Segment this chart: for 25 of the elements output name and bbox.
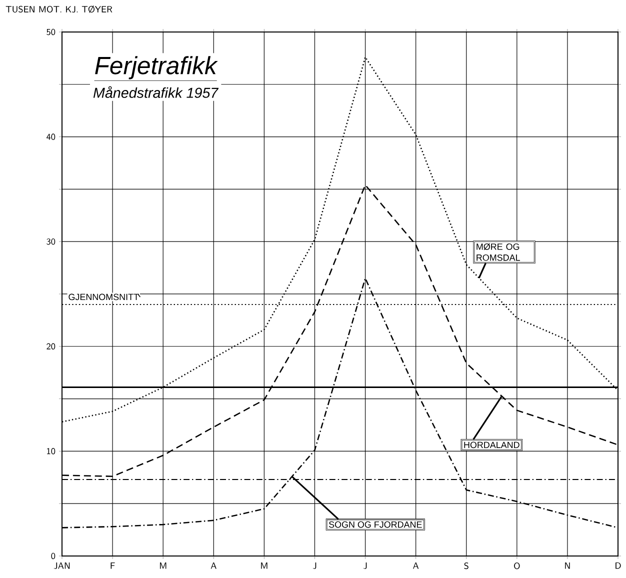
series-label: MØRE OG ROMSDAL <box>476 243 520 261</box>
y-tick-label: 20 <box>46 343 56 350</box>
y-tick-label: 50 <box>46 28 56 36</box>
x-tick-label: J <box>312 562 316 569</box>
x-tick-label: M <box>261 562 268 569</box>
x-tick-label: JAN <box>54 562 70 569</box>
y-axis-title: TUSEN MOT. KJ. TØYER <box>6 6 112 13</box>
text: HORDALAND <box>464 442 520 448</box>
y-tick-label: 30 <box>46 238 56 245</box>
ref-line-label: GJENNOMSNITT <box>68 294 139 300</box>
x-tick-label: A <box>413 562 419 569</box>
text: Månedstrafikk 1957 <box>93 86 219 98</box>
text: SOGN OG FJORDANE <box>328 521 422 528</box>
x-tick-label: J <box>363 562 367 569</box>
y-tick-label: 0 <box>51 552 56 560</box>
x-tick-label: N <box>565 562 570 569</box>
y-tick-label: 40 <box>46 134 56 140</box>
x-tick-label: M <box>160 562 166 569</box>
x-tick-label: A <box>210 562 216 569</box>
x-tick-label: F <box>110 562 115 569</box>
x-tick-label: S <box>464 562 468 570</box>
y-tick-label: 10 <box>47 448 56 454</box>
x-tick-label: O <box>514 562 520 570</box>
x-tick-label: D <box>616 562 621 569</box>
text: Ferjetrafikk <box>95 56 218 80</box>
